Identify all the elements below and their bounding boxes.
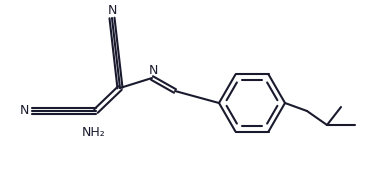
Text: NH₂: NH₂	[82, 127, 106, 139]
Text: N: N	[148, 65, 158, 77]
Text: N: N	[20, 105, 29, 118]
Text: N: N	[107, 4, 117, 17]
